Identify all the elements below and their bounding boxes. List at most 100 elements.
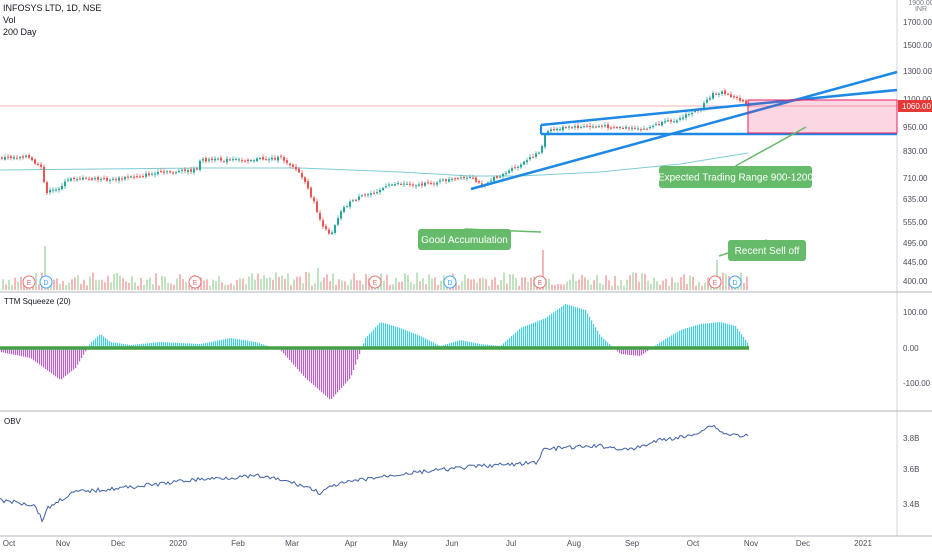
- candle-body: [25, 155, 27, 158]
- candle-body: [307, 181, 309, 189]
- squeeze-histogram-bar: [521, 327, 523, 348]
- squeeze-histogram-bar: [141, 343, 143, 348]
- squeeze-histogram-bar: [299, 348, 301, 372]
- candle-body: [37, 163, 39, 165]
- volume-bar: [14, 277, 16, 290]
- volume-bar: [275, 272, 277, 290]
- volume-bar: [305, 272, 307, 290]
- volume-bar: [563, 284, 565, 290]
- candle-body: [475, 177, 477, 182]
- candle-body: [607, 124, 609, 129]
- dividend-marker-label: D: [732, 280, 737, 287]
- volume-bar: [344, 281, 346, 290]
- candle-body: [646, 128, 648, 130]
- candle-body: [139, 176, 141, 178]
- squeeze-histogram-bar: [425, 338, 427, 348]
- price-axis-tick: 1500.00: [903, 41, 932, 50]
- volume-bar: [509, 274, 511, 290]
- candle-body: [88, 178, 90, 180]
- volume-bar: [653, 277, 655, 290]
- squeeze-histogram-bar: [657, 344, 659, 348]
- volume-bar: [254, 279, 256, 290]
- squeeze-histogram-bar: [715, 322, 717, 348]
- squeeze-histogram-bar: [471, 342, 473, 348]
- candle-body: [706, 99, 708, 103]
- squeeze-title: TTM Squeeze (20): [4, 297, 71, 306]
- candle-body: [718, 93, 720, 95]
- candle-body: [178, 171, 180, 173]
- sell-off-callout-box: [728, 240, 806, 261]
- candle-body: [268, 159, 270, 161]
- volume-bar: [458, 285, 460, 290]
- volume-bar: [494, 277, 496, 290]
- candle-body: [301, 172, 303, 178]
- squeeze-histogram-bar: [251, 341, 253, 348]
- candle-body: [553, 129, 555, 131]
- candle-body: [259, 158, 261, 160]
- squeeze-histogram-bar: [375, 327, 377, 348]
- squeeze-histogram-bar: [63, 348, 65, 378]
- squeeze-histogram-bar: [383, 322, 385, 348]
- obv-title: OBV: [4, 417, 21, 426]
- squeeze-histogram-bar: [429, 340, 431, 348]
- squeeze-histogram-bar: [729, 324, 731, 348]
- candle-body: [58, 188, 60, 191]
- volume-bar: [263, 274, 265, 290]
- squeeze-histogram-bar: [289, 348, 291, 361]
- candle-body: [625, 126, 627, 129]
- volume-bar: [473, 279, 475, 290]
- time-axis-label: Mar: [285, 539, 299, 548]
- volume-bar: [530, 277, 532, 290]
- time-axis-label: Nov: [744, 539, 758, 548]
- candle-body: [643, 128, 645, 130]
- squeeze-histogram-bar: [191, 343, 193, 348]
- candle-body: [457, 178, 459, 180]
- candle-body: [511, 168, 513, 171]
- candle-body: [619, 127, 621, 129]
- candle-body: [400, 183, 402, 185]
- squeeze-histogram-bar: [431, 341, 433, 348]
- candle-body: [442, 179, 444, 181]
- candle-body: [526, 160, 528, 163]
- squeeze-histogram-bar: [465, 341, 467, 348]
- squeeze-histogram-bar: [159, 342, 161, 348]
- volume-bar: [689, 275, 691, 290]
- squeeze-histogram-bar: [373, 329, 375, 348]
- candle-body: [703, 103, 705, 109]
- volume-bar: [506, 283, 508, 290]
- squeeze-histogram-bar: [117, 343, 119, 348]
- squeeze-histogram-bar: [681, 329, 683, 348]
- candle-body: [22, 156, 24, 158]
- volume-bar: [515, 278, 517, 290]
- dividend-marker-label: D: [43, 280, 48, 287]
- volume-bar: [572, 273, 574, 290]
- squeeze-histogram-bar: [409, 331, 411, 348]
- volume-bar: [485, 279, 487, 290]
- volume-bar: [155, 273, 157, 290]
- squeeze-histogram-bar: [39, 348, 41, 365]
- squeeze-histogram-bar: [321, 348, 323, 393]
- volume-bar: [659, 284, 661, 290]
- candle-body: [727, 93, 729, 95]
- squeeze-histogram-bar: [391, 325, 393, 348]
- candle-body: [523, 161, 525, 165]
- candle-body: [43, 166, 45, 183]
- squeeze-histogram-bar: [633, 348, 635, 356]
- squeeze-histogram-bar: [249, 341, 251, 348]
- squeeze-histogram-bar: [371, 331, 373, 348]
- squeeze-histogram-bar: [585, 310, 587, 348]
- squeeze-histogram-bar: [627, 348, 629, 355]
- squeeze-histogram-bar: [577, 307, 579, 348]
- squeeze-histogram-bar: [319, 348, 321, 391]
- candle-body: [7, 156, 9, 158]
- squeeze-histogram-bar: [255, 342, 257, 348]
- candle-body: [76, 179, 78, 181]
- squeeze-histogram-bar: [347, 348, 349, 382]
- volume-bar: [95, 279, 97, 290]
- squeeze-histogram-bar: [241, 339, 243, 348]
- squeeze-histogram-bar: [203, 343, 205, 348]
- candle-body: [679, 118, 681, 120]
- squeeze-histogram-bar: [393, 325, 395, 348]
